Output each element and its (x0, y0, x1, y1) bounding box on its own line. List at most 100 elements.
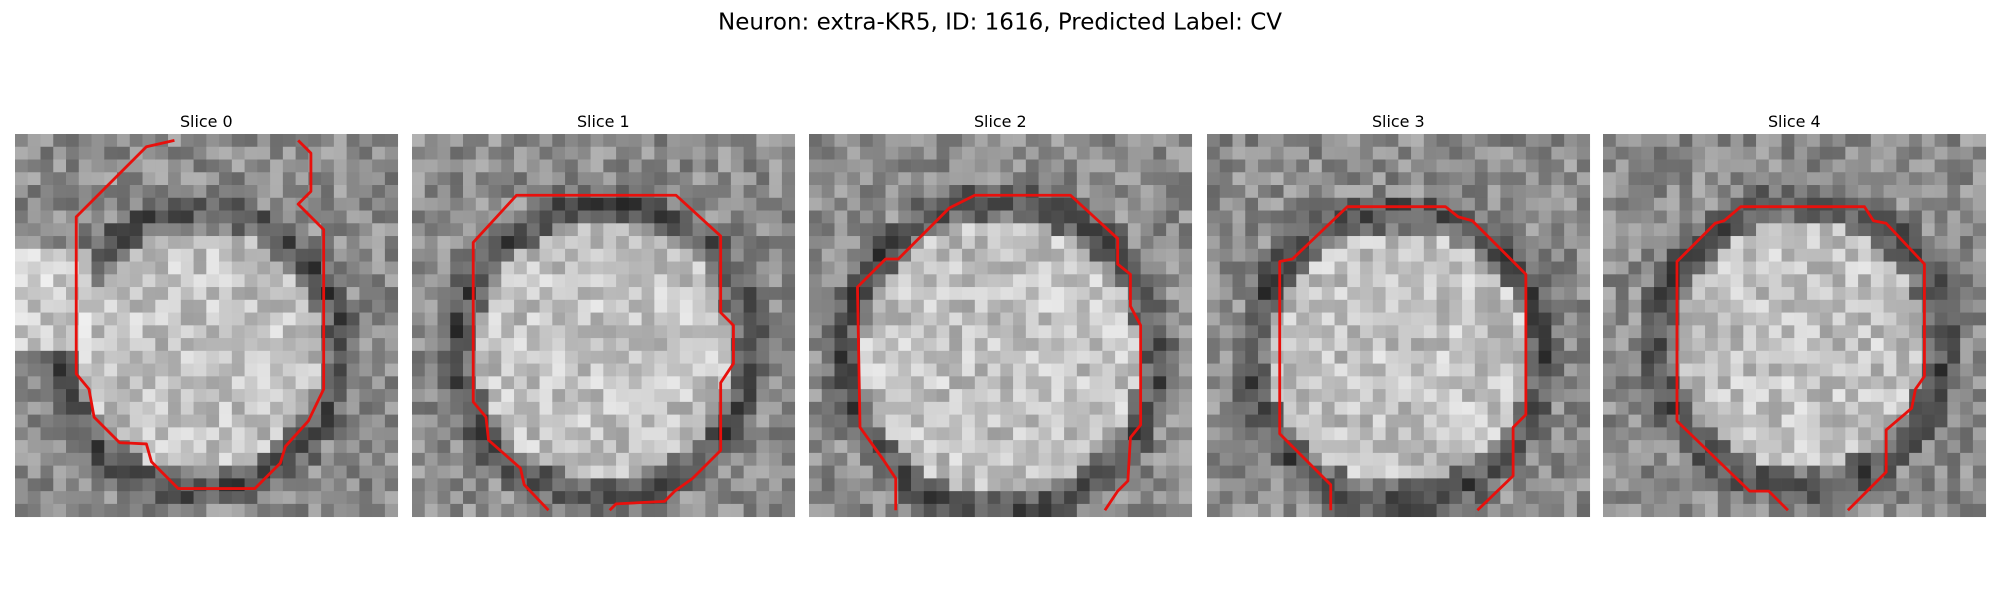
pixel (384, 299, 399, 313)
pixel (962, 491, 976, 505)
pixel (1615, 299, 1629, 313)
pixel (40, 465, 54, 479)
pixel (1551, 299, 1565, 313)
pixel (1705, 236, 1719, 250)
pixel (1807, 312, 1821, 326)
pixel (628, 248, 642, 262)
pixel (193, 414, 207, 428)
pixel (231, 185, 245, 199)
pixel (1398, 414, 1412, 428)
pixel (231, 325, 245, 339)
pixel (654, 325, 668, 339)
pixel (885, 312, 899, 326)
pixel (1321, 299, 1335, 313)
pixel (821, 478, 835, 492)
pixel (1487, 185, 1501, 199)
pixel (1398, 236, 1412, 250)
pixel (809, 185, 823, 199)
pixel (847, 146, 861, 160)
pixel (270, 134, 284, 148)
pixel (1730, 427, 1744, 441)
pixel (333, 414, 348, 428)
pixel (1411, 414, 1425, 428)
pixel (705, 312, 719, 326)
pixel (1474, 452, 1488, 467)
pixel (1013, 261, 1027, 275)
pixel (987, 401, 1001, 415)
pixel (333, 491, 348, 505)
pixel (1436, 134, 1450, 148)
pixel (1794, 478, 1808, 492)
pixel (1896, 325, 1910, 339)
pixel (1309, 299, 1323, 313)
pixel (603, 427, 617, 441)
pixel (872, 197, 886, 211)
pixel (781, 299, 796, 313)
pixel (692, 197, 706, 211)
pixel (1449, 427, 1463, 441)
pixel (1347, 376, 1361, 390)
pixel (898, 478, 912, 492)
pixel (1858, 312, 1872, 326)
pixel (412, 146, 426, 160)
pixel (641, 210, 655, 224)
pixel (1692, 312, 1706, 326)
pixel (781, 185, 796, 199)
pixel (936, 427, 950, 441)
pixel (1283, 325, 1297, 339)
pixel (308, 223, 322, 237)
pixel (667, 465, 681, 479)
pixel (603, 299, 617, 313)
pixel (911, 134, 925, 148)
pixel (1641, 248, 1655, 262)
pixel (923, 338, 937, 352)
pixel (590, 440, 604, 454)
pixel (333, 197, 348, 211)
pixel (756, 503, 770, 518)
pixel (1615, 389, 1629, 403)
pixel (1115, 452, 1129, 467)
pixel (1423, 503, 1437, 518)
pixel (27, 172, 41, 186)
pixel (809, 172, 823, 186)
pixel (1309, 503, 1323, 518)
pixel (730, 197, 745, 211)
pixel (898, 427, 912, 441)
pixel (1411, 274, 1425, 288)
pixel (1960, 159, 1974, 173)
pixel (847, 159, 861, 173)
pixel (1641, 491, 1655, 505)
pixel (1449, 185, 1463, 199)
pixel (1730, 376, 1744, 390)
pixel (501, 210, 515, 224)
pixel (1525, 350, 1540, 364)
pixel (27, 159, 41, 173)
pixel (1564, 325, 1578, 339)
pixel (1025, 338, 1039, 352)
pixel (911, 159, 925, 173)
pixel (308, 312, 322, 326)
pixel (1487, 363, 1501, 377)
pixel (1858, 223, 1872, 237)
pixel (974, 223, 988, 237)
pixel (475, 287, 489, 301)
pixel (501, 146, 515, 160)
pixel (1921, 236, 1936, 250)
pixel (129, 363, 143, 377)
pixel (1372, 491, 1386, 505)
pixel (1127, 248, 1142, 262)
pixel (821, 452, 835, 467)
pixel (641, 350, 655, 364)
pixel (1768, 236, 1782, 250)
pixel (1436, 223, 1450, 237)
pixel (412, 440, 426, 454)
pixel (1232, 261, 1246, 275)
pixel (1972, 427, 1987, 441)
pixel (15, 503, 29, 518)
pixel (1347, 414, 1361, 428)
pixel (1178, 223, 1193, 237)
pixel (1730, 236, 1744, 250)
pixel (1628, 401, 1642, 415)
pixel (384, 274, 399, 288)
pixel (1000, 236, 1014, 250)
